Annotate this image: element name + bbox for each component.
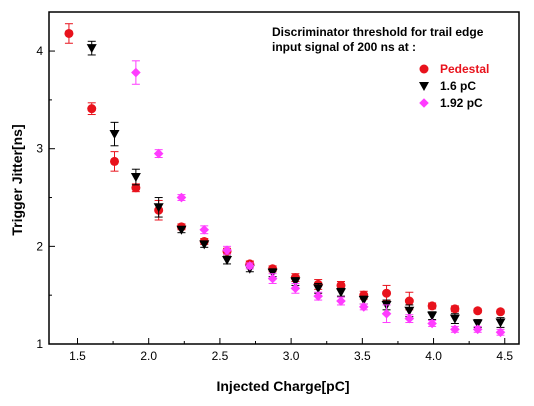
legend-label-1-6pc: 1.6 pC bbox=[440, 79, 476, 93]
data-point bbox=[153, 148, 164, 159]
data-point bbox=[450, 324, 460, 335]
y-tick-label: 2 bbox=[36, 239, 43, 253]
data-point bbox=[404, 306, 415, 316]
data-point bbox=[313, 284, 324, 294]
data-point bbox=[427, 318, 437, 329]
x-tick-label: 2.0 bbox=[140, 349, 157, 363]
data-point bbox=[495, 307, 505, 317]
data-point bbox=[450, 304, 460, 314]
data-point bbox=[199, 224, 210, 235]
legend-label-pedestal: Pedestal bbox=[440, 62, 489, 76]
data-point bbox=[109, 130, 120, 140]
data-point bbox=[176, 192, 187, 203]
data-point bbox=[495, 327, 506, 338]
data-point bbox=[64, 28, 74, 38]
data-point bbox=[404, 313, 415, 324]
data-markers bbox=[64, 23, 506, 338]
x-tick-label: 3.5 bbox=[354, 349, 371, 363]
data-point bbox=[153, 203, 164, 213]
data-point bbox=[381, 308, 392, 319]
data-point bbox=[336, 280, 346, 290]
data-point bbox=[86, 44, 97, 54]
data-point bbox=[335, 288, 346, 298]
data-point bbox=[472, 324, 483, 335]
data-point bbox=[473, 306, 483, 316]
x-tick-label: 4.0 bbox=[425, 349, 442, 363]
data-point bbox=[87, 104, 97, 114]
legend-marker-1-6pc bbox=[419, 82, 429, 91]
data-point bbox=[176, 225, 187, 235]
data-point bbox=[290, 277, 301, 287]
legend-symbol bbox=[419, 98, 429, 108]
data-point bbox=[110, 156, 120, 166]
legend: Pedestal 1.6 pC 1.92 pC bbox=[419, 62, 489, 110]
data-point bbox=[382, 288, 392, 298]
y-tick-label: 1 bbox=[36, 337, 43, 351]
data-point bbox=[131, 183, 141, 193]
x-tick-label: 3.0 bbox=[283, 349, 300, 363]
y-axis: 1 2 3 4 bbox=[36, 44, 55, 351]
legend-symbol bbox=[419, 64, 429, 74]
legend-label-1-92pc: 1.92 pC bbox=[440, 96, 483, 110]
x-tick-label: 1.5 bbox=[69, 349, 86, 363]
data-point bbox=[449, 314, 460, 324]
legend-marker-pedestal bbox=[419, 64, 429, 74]
data-point bbox=[245, 261, 255, 271]
data-point bbox=[130, 173, 141, 183]
plot-area bbox=[48, 11, 520, 345]
annotation-line-2: input signal of 200 ns at : bbox=[272, 40, 416, 54]
data-point bbox=[267, 273, 278, 284]
data-point bbox=[313, 291, 323, 301]
legend-marker-1-92pc bbox=[419, 98, 429, 108]
plot-frame bbox=[48, 11, 520, 345]
annotation-line-1: Discriminator threshold for trail edge bbox=[272, 25, 484, 39]
data-point bbox=[290, 283, 301, 294]
data-point bbox=[358, 296, 369, 306]
legend-symbol bbox=[419, 82, 429, 91]
x-tick-label: 2.5 bbox=[212, 349, 229, 363]
y-tick-label: 4 bbox=[36, 44, 43, 58]
data-point bbox=[427, 311, 438, 321]
data-point bbox=[495, 318, 506, 328]
x-axis-title: Injected Charge[pC] bbox=[216, 378, 349, 394]
data-point bbox=[336, 296, 346, 306]
data-point bbox=[199, 240, 210, 250]
x-axis: 1.5 2.0 2.5 3.0 3.5 4.0 4.5 bbox=[69, 338, 513, 363]
y-tick-label: 3 bbox=[36, 142, 43, 156]
y-axis-title: Trigger Jitter[ns] bbox=[9, 124, 25, 235]
data-point bbox=[131, 67, 141, 78]
data-point bbox=[427, 301, 437, 311]
data-point bbox=[358, 302, 369, 312]
series-2 bbox=[131, 60, 506, 338]
x-tick-label: 4.5 bbox=[496, 349, 513, 363]
data-point bbox=[472, 319, 483, 329]
data-point bbox=[222, 256, 233, 266]
data-point bbox=[222, 245, 232, 256]
data-point bbox=[404, 296, 414, 306]
